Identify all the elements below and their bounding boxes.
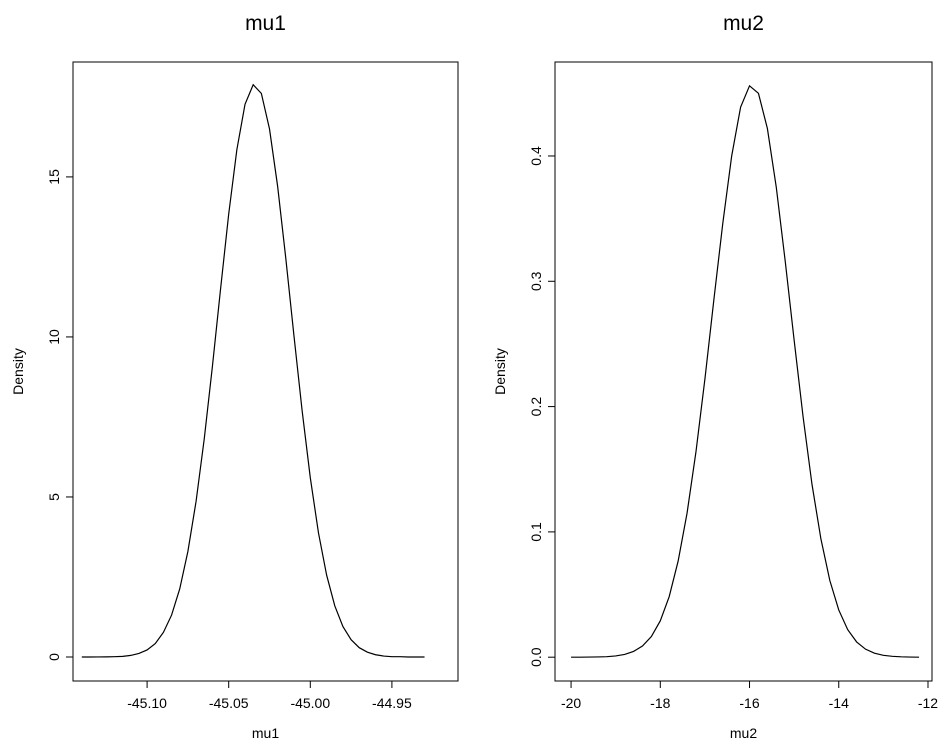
density-line bbox=[571, 84, 920, 658]
y-tick-label: 0.3 bbox=[528, 271, 544, 291]
y-tick-label: 0.2 bbox=[528, 397, 544, 417]
plot-frame bbox=[554, 61, 933, 682]
y-tick-label: 0.1 bbox=[528, 522, 544, 542]
y-tick-label: 5 bbox=[46, 493, 62, 501]
x-tick-label: -12 bbox=[918, 695, 938, 711]
chart-title: mu1 bbox=[245, 12, 286, 35]
y-tick-label: 15 bbox=[46, 169, 62, 185]
x-tick-label: -44.95 bbox=[372, 695, 412, 711]
y-tick-label: 0.4 bbox=[528, 146, 544, 166]
y-tick-label: 10 bbox=[46, 329, 62, 345]
x-tick-label: -14 bbox=[829, 695, 849, 711]
x-tick-label: -16 bbox=[739, 695, 759, 711]
x-tick-label: -45.05 bbox=[209, 695, 249, 711]
chart-title: mu2 bbox=[723, 12, 764, 35]
y-tick-label: 0.0 bbox=[528, 647, 544, 667]
x-tick-label: -20 bbox=[561, 695, 581, 711]
density-line bbox=[81, 83, 425, 658]
x-axis-label: mu1 bbox=[252, 725, 279, 741]
plot-frame bbox=[72, 61, 459, 682]
y-axis-label: Density bbox=[492, 348, 508, 395]
y-tick-label: 0 bbox=[46, 653, 62, 661]
x-tick-label: -45.10 bbox=[127, 695, 167, 711]
x-tick-label: -45.00 bbox=[290, 695, 330, 711]
x-axis-label: mu2 bbox=[730, 725, 757, 741]
x-tick-label: -18 bbox=[650, 695, 670, 711]
y-axis-label: Density bbox=[10, 348, 26, 395]
